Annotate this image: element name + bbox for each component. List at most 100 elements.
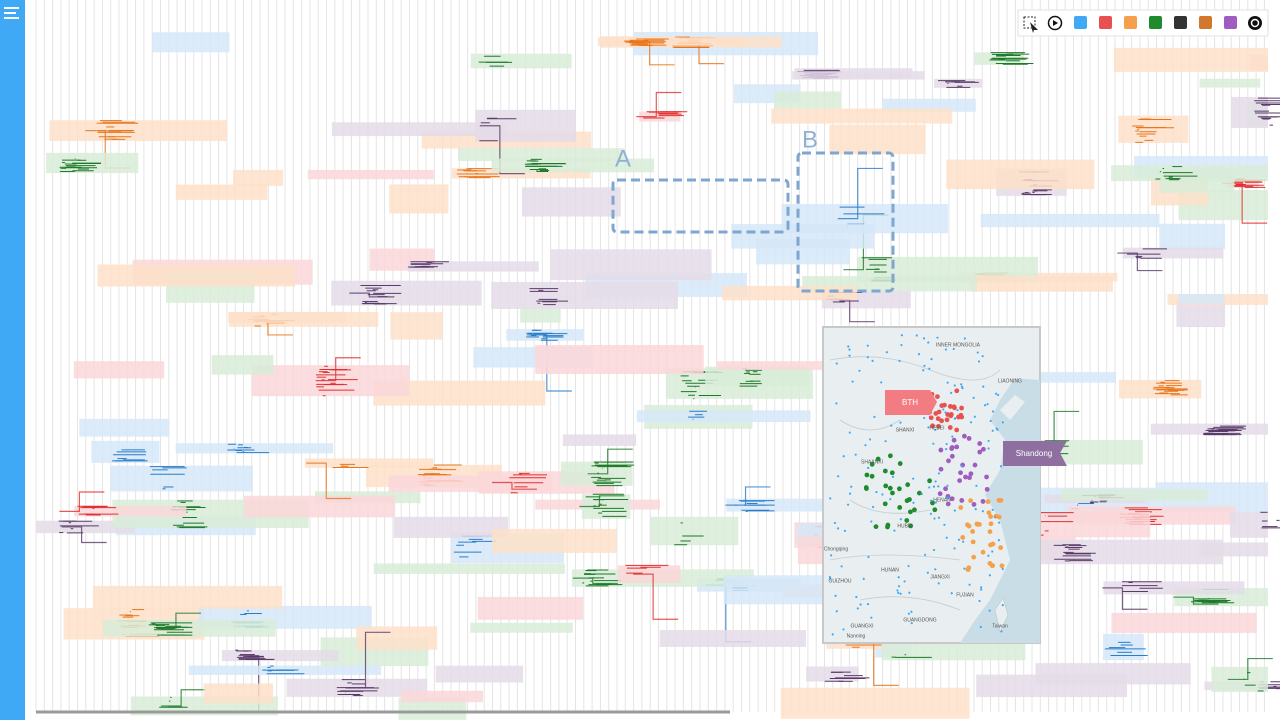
city-dot: [933, 517, 936, 520]
city-dot: [970, 529, 976, 534]
city-dot: [867, 555, 870, 559]
city-dot: [923, 416, 926, 420]
story-band: [1199, 78, 1261, 88]
city-dot: [866, 344, 869, 347]
story-band: [535, 345, 704, 374]
city-dot: [938, 447, 944, 453]
color-swatch[interactable]: [1124, 16, 1137, 29]
annotation-label: A: [615, 145, 631, 172]
story-band: [1027, 539, 1223, 565]
city-dot: [987, 529, 993, 535]
story-band: [97, 264, 296, 287]
city-dot: [846, 503, 850, 506]
city-dot: [945, 442, 948, 446]
city-dot: [979, 625, 982, 629]
story-band: [705, 366, 809, 387]
city-dot: [873, 415, 876, 418]
city-dot: [912, 507, 917, 513]
city-dot: [850, 485, 853, 488]
city-dot: [945, 501, 951, 507]
play-button[interactable]: [1047, 15, 1063, 31]
region-flag[interactable]: [885, 390, 937, 415]
city-dot: [946, 458, 951, 464]
city-dot: [864, 444, 867, 447]
city-dot: [858, 369, 861, 372]
city-dot: [903, 580, 906, 583]
city-dot: [1001, 567, 1004, 571]
story-band: [435, 665, 524, 683]
story-band: [389, 184, 449, 214]
city-dot: [962, 540, 965, 543]
city-dot: [936, 423, 941, 429]
region-flag[interactable]: [1003, 441, 1067, 466]
story-band: [806, 666, 859, 682]
city-dot: [904, 498, 910, 504]
city-dot: [864, 472, 870, 478]
city-dot: [922, 337, 926, 340]
color-swatch[interactable]: [1074, 16, 1087, 29]
city-dot: [937, 582, 940, 585]
city-dot: [847, 345, 850, 348]
city-dot: [976, 351, 979, 354]
city-dot: [864, 486, 869, 492]
story-band: [520, 309, 561, 323]
story-band: [829, 124, 926, 155]
city-dot: [893, 529, 896, 532]
city-dot: [916, 490, 922, 496]
reset-arrow: [1250, 18, 1260, 28]
city-dot: [835, 362, 838, 365]
select-tool[interactable]: [1023, 16, 1038, 33]
city-dot: [871, 359, 874, 362]
city-dot: [855, 595, 858, 599]
city-dot: [848, 431, 851, 434]
city-dot: [961, 433, 967, 439]
color-swatch[interactable]: [1224, 16, 1237, 29]
city-dot: [936, 336, 939, 339]
city-dot: [936, 409, 942, 415]
place-label: Taiwan: [992, 623, 1008, 629]
story-transition: [345, 631, 391, 689]
city-dot: [977, 521, 982, 527]
story-band: [1035, 663, 1191, 685]
city-dot: [910, 622, 913, 625]
city-dots: [828, 334, 1005, 636]
city-dot: [889, 470, 895, 476]
city-dot: [908, 523, 914, 529]
city-dot: [932, 548, 936, 552]
city-dot: [945, 536, 948, 539]
color-swatch[interactable]: [1199, 16, 1212, 29]
story-transition: [315, 357, 361, 382]
color-swatch[interactable]: [1174, 16, 1187, 29]
place-label: Nanning: [847, 633, 866, 639]
story-band: [393, 516, 509, 538]
city-dot: [929, 499, 933, 502]
place-label: HENAN: [933, 497, 951, 503]
color-swatch[interactable]: [1149, 16, 1162, 29]
story-band: [233, 169, 284, 186]
city-dot: [889, 498, 892, 501]
city-dot: [981, 446, 986, 452]
city-dot: [958, 470, 963, 476]
city-dot: [984, 474, 989, 480]
city-dot: [897, 576, 900, 579]
city-dot: [960, 535, 966, 540]
city-dot: [934, 480, 937, 483]
color-swatch[interactable]: [1099, 16, 1112, 29]
city-dot: [834, 594, 837, 597]
place-label: LIAONING: [998, 378, 1022, 384]
city-dot: [988, 521, 994, 527]
city-dot: [950, 391, 953, 394]
menu-button[interactable]: [4, 7, 19, 19]
city-dot: [843, 529, 846, 532]
city-dot: [952, 347, 955, 351]
city-dot: [942, 408, 945, 411]
city-dot: [988, 574, 991, 577]
reset-button[interactable]: [1248, 16, 1262, 30]
city-dot: [956, 414, 961, 420]
story-band: [477, 596, 584, 620]
city-dot: [884, 440, 887, 443]
city-dot: [988, 609, 991, 612]
city-dot: [986, 403, 989, 406]
city-dot: [840, 565, 843, 568]
